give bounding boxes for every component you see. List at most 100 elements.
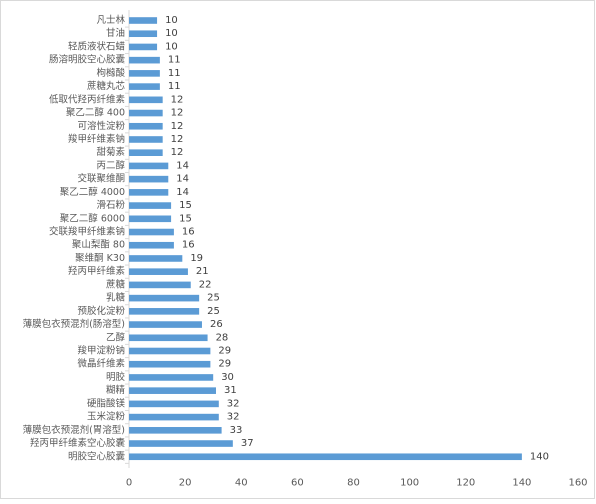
data-label: 11 bbox=[168, 68, 181, 79]
x-tick-label: 40 bbox=[235, 478, 248, 489]
bar bbox=[129, 255, 183, 262]
bar bbox=[129, 360, 211, 368]
category-label: 微晶纤维素 bbox=[77, 358, 125, 370]
category-label: 糊精 bbox=[106, 384, 126, 396]
data-label: 21 bbox=[196, 266, 209, 277]
bar bbox=[129, 400, 219, 408]
data-label: 12 bbox=[171, 134, 184, 145]
data-label: 11 bbox=[168, 55, 181, 66]
bar bbox=[129, 268, 188, 275]
data-label: 25 bbox=[207, 306, 220, 317]
category-label: 羧甲淀粉钠 bbox=[77, 345, 125, 357]
category-label: 乳糖 bbox=[106, 292, 126, 304]
data-label: 12 bbox=[171, 108, 184, 119]
data-label: 16 bbox=[182, 240, 195, 251]
bar bbox=[129, 215, 172, 223]
data-label: 14 bbox=[176, 187, 189, 198]
bar bbox=[129, 347, 211, 355]
bar bbox=[129, 321, 202, 328]
data-label: 29 bbox=[218, 346, 231, 357]
bar bbox=[129, 122, 163, 130]
bar bbox=[129, 83, 160, 90]
data-label: 32 bbox=[227, 398, 240, 409]
data-label: 12 bbox=[171, 121, 184, 132]
bar bbox=[129, 413, 219, 421]
bar bbox=[129, 281, 191, 289]
category-label: 聚乙二醇 4000 bbox=[60, 186, 125, 198]
data-label: 15 bbox=[179, 213, 192, 224]
data-label: 26 bbox=[210, 319, 223, 330]
bar bbox=[129, 189, 169, 196]
category-label: 薄膜包衣预混剂(肠溶型) bbox=[23, 318, 125, 330]
bar bbox=[129, 427, 222, 434]
data-label: 12 bbox=[171, 147, 184, 158]
x-tick-label: 140 bbox=[512, 478, 531, 489]
category-label: 丙二醇 bbox=[96, 159, 125, 171]
bar bbox=[129, 202, 172, 209]
bar bbox=[129, 136, 163, 143]
bar bbox=[129, 162, 169, 170]
bar bbox=[129, 43, 158, 51]
category-label: 交联聚维酮 bbox=[77, 173, 125, 185]
category-label: 乙醇 bbox=[106, 331, 126, 343]
bar bbox=[129, 109, 163, 117]
bar bbox=[129, 440, 233, 447]
category-label: 枸橼酸 bbox=[96, 67, 125, 79]
data-label: 31 bbox=[224, 385, 237, 396]
data-label: 16 bbox=[182, 227, 195, 238]
category-label: 硬脂酸镁 bbox=[87, 397, 126, 409]
category-label: 甜菊素 bbox=[96, 146, 125, 158]
data-label: 30 bbox=[221, 372, 234, 383]
data-label: 140 bbox=[530, 451, 549, 462]
data-label: 37 bbox=[241, 438, 254, 449]
data-label: 19 bbox=[190, 253, 203, 264]
data-label: 14 bbox=[176, 174, 189, 185]
data-label: 10 bbox=[165, 41, 178, 52]
category-label: 明胶空心胶囊 bbox=[68, 450, 126, 462]
bar bbox=[129, 56, 160, 64]
data-label: 10 bbox=[165, 15, 178, 26]
bar bbox=[129, 334, 208, 342]
bar bbox=[129, 96, 163, 104]
data-label: 25 bbox=[207, 293, 220, 304]
category-label: 羟丙甲纤维素 bbox=[68, 265, 126, 277]
category-label: 交联羧甲纤维素钠 bbox=[49, 226, 125, 238]
category-label: 明胶 bbox=[106, 371, 126, 383]
bar bbox=[129, 17, 158, 24]
x-tick-label: 0 bbox=[126, 478, 132, 489]
data-label: 11 bbox=[168, 81, 181, 92]
category-label: 羧甲纤维素钠 bbox=[68, 133, 125, 145]
category-label: 玉米淀粉 bbox=[87, 411, 126, 423]
x-tick-label: 120 bbox=[456, 478, 475, 489]
bar bbox=[129, 228, 174, 236]
bar bbox=[129, 374, 214, 381]
category-label: 聚山梨酯 80 bbox=[72, 239, 125, 251]
category-label: 聚乙二醇 400 bbox=[66, 107, 125, 119]
data-label: 28 bbox=[216, 332, 229, 343]
category-label: 聚乙二醇 6000 bbox=[60, 212, 125, 224]
category-label: 凡士林 bbox=[96, 14, 125, 26]
bar bbox=[129, 387, 216, 394]
category-label: 羟丙甲纤维素空心胶囊 bbox=[30, 437, 126, 449]
category-label: 甘油 bbox=[106, 27, 125, 39]
category-label: 低取代羟丙纤维素 bbox=[49, 93, 126, 105]
category-label: 预胶化淀粉 bbox=[77, 305, 125, 317]
data-label: 32 bbox=[227, 412, 240, 423]
data-label: 14 bbox=[176, 160, 189, 171]
category-label: 轻质液状石蜡 bbox=[68, 40, 126, 52]
bar bbox=[129, 70, 160, 77]
category-label: 滑石粉 bbox=[96, 199, 125, 211]
category-label: 薄膜包衣预混剂(胃溶型) bbox=[23, 424, 125, 436]
bar bbox=[129, 149, 163, 156]
data-label: 33 bbox=[230, 425, 243, 436]
x-tick-label: 80 bbox=[347, 478, 360, 489]
x-tick-label: 20 bbox=[179, 478, 192, 489]
data-label: 15 bbox=[179, 200, 192, 211]
data-label: 10 bbox=[165, 28, 178, 39]
data-label: 29 bbox=[218, 359, 231, 370]
bar bbox=[129, 453, 522, 461]
x-tick-label: 100 bbox=[400, 478, 419, 489]
category-label: 肠溶明胶空心胶囊 bbox=[49, 54, 126, 66]
